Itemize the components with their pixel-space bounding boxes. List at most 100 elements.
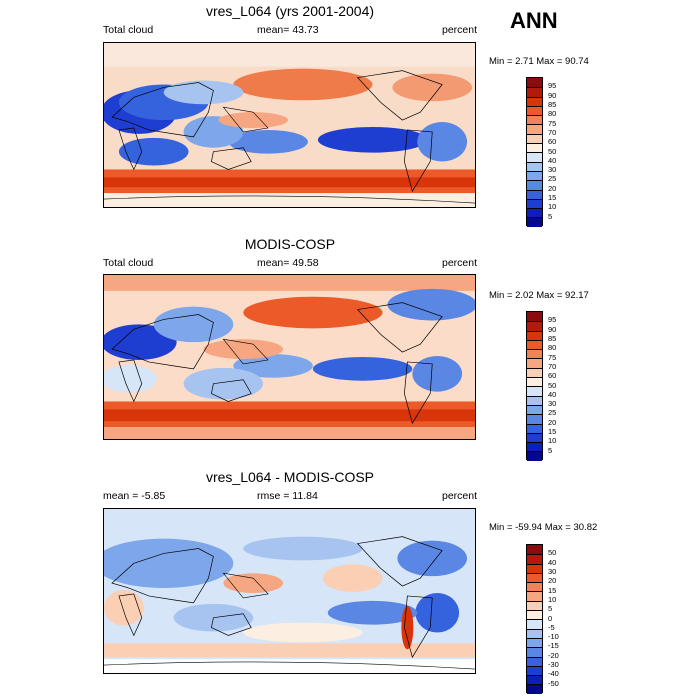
colorbar-tick: 95: [548, 315, 557, 325]
colorbar-tick: 20: [548, 576, 557, 586]
panel-3-title: vres_L064 - MODIS-COSP: [205, 469, 375, 485]
colorbar-2-swatch-14: [527, 442, 542, 452]
colorbar-3-swatch-1: [527, 554, 542, 564]
colorbar-tick: -50: [548, 678, 559, 688]
colorbar-tick: 70: [548, 361, 557, 371]
colorbar-tick: 80: [548, 343, 557, 353]
colorbar-1-swatch-1: [527, 87, 542, 97]
colorbar-tick: 15: [548, 585, 557, 595]
colorbar-tick: 85: [548, 99, 557, 109]
colorbar-tick: 10: [548, 594, 557, 604]
colorbar-tick: 25: [548, 174, 557, 184]
panel-1-title: vres_L064 (yrs 2001-2004): [205, 3, 375, 19]
colorbar-3-swatch-0: [527, 545, 542, 555]
colorbar-3-swatch-8: [527, 619, 542, 629]
colorbar-2-swatch-6: [527, 367, 542, 378]
panel-1-units: percent: [442, 24, 478, 36]
colorbar-1-swatch-15: [527, 217, 542, 227]
panel-1-min-max: Min = 2.71 Max = 90.74: [489, 56, 589, 67]
colorbar-tick: 20: [548, 183, 557, 193]
panel-3-map: [103, 508, 476, 674]
colorbar-tick: 5: [548, 604, 553, 614]
colorbar-tick: 85: [548, 333, 557, 343]
colorbar-1-swatch-6: [527, 133, 542, 144]
panel-2-colorbar-ticks: 95 90 85 80 75 70 60 50 40 30 25 20 15 1…: [548, 311, 578, 460]
colorbar-2-swatch-7: [527, 377, 542, 387]
colorbar-tick: 30: [548, 165, 557, 175]
colorbar-2-swatch-11: [527, 414, 542, 424]
colorbar-3-swatch-7: [527, 610, 542, 620]
panel-2-min-max: Min = 2.02 Max = 92.17: [489, 290, 589, 301]
colorbar-tick: 60: [548, 371, 557, 381]
colorbar-3-swatch-14: [527, 675, 542, 685]
colorbar-2-swatch-10: [527, 404, 542, 415]
colorbar-2-swatch-9: [527, 395, 542, 405]
colorbar-tick: 60: [548, 137, 557, 147]
colorbar-1-swatch-8: [527, 152, 542, 162]
panel-2-colorbar: [526, 311, 543, 461]
colorbar-2-swatch-1: [527, 321, 542, 331]
colorbar-tick: 50: [548, 146, 557, 156]
colorbar-tick: 50: [548, 380, 557, 390]
colorbar-tick: 25: [548, 408, 557, 418]
colorbar-tick: 0: [548, 613, 553, 623]
colorbar-2-swatch-4: [527, 349, 542, 359]
colorbar-tick: 5: [548, 211, 553, 221]
colorbar-1-swatch-12: [527, 189, 542, 199]
panel-3-colorbar-ticks: 50 40 30 20 15 10 5 0 -5 -10 -15 -20 -30…: [548, 544, 578, 693]
colorbar-tick: 5: [548, 445, 553, 455]
colorbar-3-swatch-2: [527, 563, 542, 573]
colorbar-3-swatch-12: [527, 656, 542, 666]
season-label: ANN: [510, 8, 558, 33]
colorbar-1-swatch-11: [527, 180, 542, 190]
colorbar-1-swatch-13: [527, 198, 542, 209]
colorbar-1-swatch-14: [527, 208, 542, 218]
colorbar-tick: 40: [548, 155, 557, 165]
colorbar-3-swatch-11: [527, 647, 542, 657]
colorbar-3-swatch-3: [527, 572, 542, 583]
colorbar-tick: 80: [548, 109, 557, 119]
colorbar-tick: -30: [548, 660, 559, 670]
colorbar-tick: -15: [548, 641, 559, 651]
colorbar-tick: 30: [548, 399, 557, 409]
colorbar-2-swatch-5: [527, 358, 542, 368]
colorbar-tick: 10: [548, 436, 557, 446]
colorbar-tick: 95: [548, 81, 557, 91]
colorbar-2-swatch-8: [527, 386, 542, 396]
panel-1-map: [103, 42, 476, 208]
colorbar-1-swatch-9: [527, 161, 542, 171]
panel-1-colorbar-ticks: 95 90 85 80 75 70 60 50 40 30 25 20 15 1…: [548, 77, 578, 226]
colorbar-3-swatch-4: [527, 582, 542, 592]
colorbar-1-swatch-3: [527, 105, 542, 116]
colorbar-tick: 75: [548, 352, 557, 362]
colorbar-tick: 90: [548, 90, 557, 100]
colorbar-tick: -10: [548, 632, 559, 642]
colorbar-2-swatch-2: [527, 330, 542, 340]
colorbar-tick: 30: [548, 566, 557, 576]
colorbar-3-swatch-5: [527, 591, 542, 601]
colorbar-tick: -20: [548, 650, 559, 660]
colorbar-2-swatch-15: [527, 451, 542, 461]
colorbar-tick: 75: [548, 118, 557, 128]
colorbar-tick: 15: [548, 193, 557, 203]
panel-2-map: [103, 274, 476, 440]
colorbar-tick: -5: [548, 622, 555, 632]
panel-3-min-max: Min = -59.94 Max = 30.82: [489, 522, 598, 533]
colorbar-1-swatch-10: [527, 170, 542, 181]
colorbar-3-swatch-13: [527, 665, 542, 676]
colorbar-tick: 50: [548, 548, 557, 558]
colorbar-3-swatch-10: [527, 637, 542, 648]
colorbar-2-swatch-13: [527, 432, 542, 443]
panel-2-units: percent: [442, 257, 478, 269]
colorbar-2-swatch-0: [527, 312, 542, 322]
panel-2-title: MODIS-COSP: [244, 236, 336, 252]
colorbar-1-swatch-2: [527, 96, 542, 106]
panel-3-units: percent: [442, 490, 478, 502]
colorbar-tick: 10: [548, 202, 557, 212]
colorbar-2-swatch-3: [527, 339, 542, 350]
panel-1-center-label: mean= 43.73: [257, 24, 319, 36]
colorbar-tick: 40: [548, 557, 557, 567]
colorbar-3-swatch-9: [527, 628, 542, 638]
colorbar-3-swatch-6: [527, 600, 542, 611]
colorbar-tick: 40: [548, 389, 557, 399]
